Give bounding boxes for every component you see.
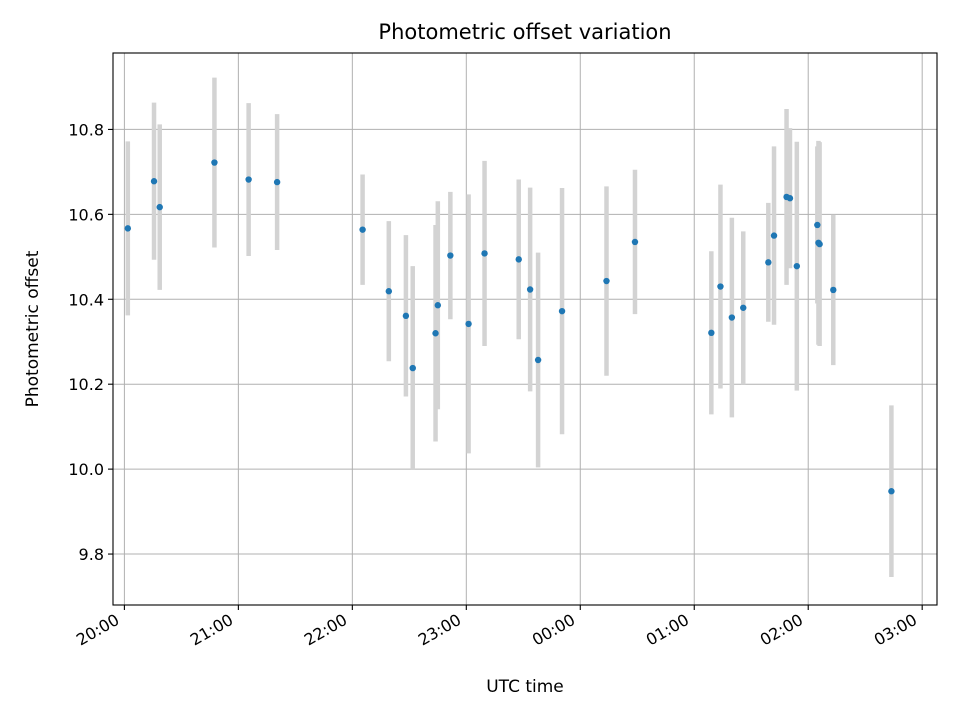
data-point <box>526 286 534 293</box>
data-point <box>558 307 566 315</box>
data-point <box>814 221 821 229</box>
data-point <box>447 252 454 259</box>
data-point <box>481 250 488 257</box>
data-point <box>830 286 837 294</box>
data-point <box>273 178 281 186</box>
data-point <box>156 203 163 211</box>
data-point <box>888 488 895 495</box>
data-point <box>402 312 410 320</box>
data-point <box>793 262 801 270</box>
data-point <box>816 240 823 248</box>
y-tick-label: 10.2 <box>68 375 104 394</box>
data-point <box>603 277 610 285</box>
data-point <box>432 330 439 337</box>
data-point <box>211 159 218 166</box>
chart-title: Photometric offset variation <box>378 20 671 44</box>
data-point <box>124 225 132 232</box>
y-tick-label: 10.0 <box>68 460 104 479</box>
y-tick-label: 10.4 <box>68 290 104 309</box>
errorbar-layer <box>125 77 894 577</box>
grid-layer <box>113 53 937 605</box>
plot-frame <box>112 52 938 606</box>
y-axis-label: Photometric offset <box>23 250 43 407</box>
data-point <box>765 259 772 266</box>
data-point <box>245 176 252 183</box>
data-point <box>708 329 715 337</box>
x-tick-label: 23:00 <box>415 610 464 650</box>
data-point <box>786 195 794 202</box>
y-tick-label: 9.8 <box>79 545 104 564</box>
x-tick-label: 03:00 <box>871 610 920 650</box>
x-tick-label: 00:00 <box>529 610 578 650</box>
point-layer <box>124 159 895 495</box>
data-point <box>534 356 542 364</box>
data-point <box>150 178 158 185</box>
data-point <box>717 283 724 290</box>
x-tick-label: 01:00 <box>643 610 692 650</box>
data-point <box>409 364 416 372</box>
data-point <box>728 314 736 321</box>
x-tick-label: 20:00 <box>73 610 122 650</box>
x-tick-label: 02:00 <box>757 610 806 650</box>
y-tick-label: 10.6 <box>68 205 104 224</box>
data-point <box>465 320 472 328</box>
x-tick-label: 22:00 <box>301 610 350 650</box>
data-point <box>770 232 778 239</box>
data-point <box>359 226 366 233</box>
data-point <box>434 302 442 309</box>
tick-layer: 20:00 21:00 22:00 23:00 00:00 01:00 02:00 03:00… <box>68 120 923 650</box>
x-axis-label: UTC time <box>486 677 564 697</box>
y-tick-label: 10.8 <box>68 120 104 139</box>
data-point <box>740 304 747 311</box>
data-point <box>385 288 393 295</box>
data-point <box>515 256 522 263</box>
x-tick-label: 21:00 <box>187 610 236 650</box>
data-point <box>631 238 639 246</box>
